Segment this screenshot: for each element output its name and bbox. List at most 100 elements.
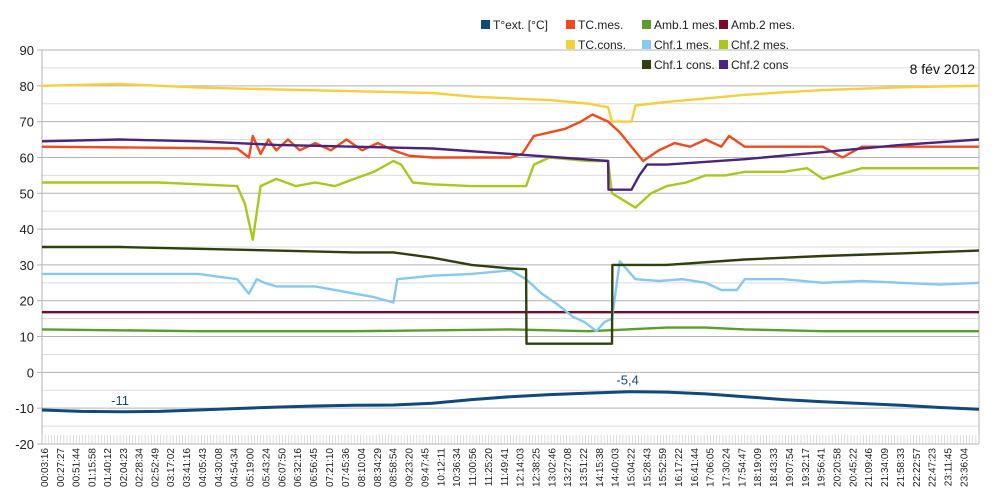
- x-tick-label: 13:27:08: [563, 448, 574, 487]
- series-line: [42, 260, 980, 333]
- y-tick-label: -20: [15, 437, 34, 452]
- x-tick-label: 00:27:27: [56, 448, 67, 487]
- annotation-label: -11: [111, 393, 129, 408]
- series-line: [41, 82, 980, 123]
- legend-swatch-chf1mes: [642, 40, 651, 49]
- y-tick-label: 10: [20, 330, 34, 345]
- x-tick-label: 09:47:45: [420, 448, 431, 487]
- x-tick-label: 20:20:58: [832, 448, 843, 487]
- legend-label-tccons: TC.cons.: [578, 38, 626, 52]
- y-tick-label: 60: [20, 150, 34, 165]
- x-tick-label: 05:19:00: [246, 448, 257, 487]
- x-tick-label: 11:00:56: [468, 448, 479, 487]
- x-tick-label: 15:52:59: [658, 448, 669, 487]
- x-tick-label: 16:41:44: [690, 448, 701, 487]
- x-tick-label: 02:28:34: [135, 448, 146, 487]
- x-tick-label: 01:40:12: [103, 448, 114, 487]
- y-axis: -20 -10 0 10 20 30 40 50 60 70 80 90: [15, 43, 42, 452]
- series-line: [42, 156, 979, 242]
- x-tick-label: 23:36:04: [959, 448, 970, 487]
- x-tick-label: 23:11:45: [944, 448, 955, 487]
- x-tick-label: 11:49:41: [500, 448, 511, 487]
- x-tick-label: 14:15:38: [595, 448, 606, 487]
- legend-label-chf2mes: Chf.2 mes.: [731, 38, 789, 52]
- legend-swatch-chf2cons: [719, 60, 728, 69]
- x-tick-label: 21:58:33: [896, 448, 907, 487]
- x-tick-label: 19:32:17: [801, 448, 812, 487]
- x-tick-label: 10:12:11: [436, 448, 447, 487]
- legend-swatch-amb1: [642, 20, 651, 29]
- y-tick-label: 70: [20, 115, 34, 130]
- x-tick-label: 19:56:41: [817, 448, 828, 487]
- legend-label-text: T°ext. [°C]: [493, 18, 548, 32]
- x-tick-label: 03:17:02: [166, 448, 177, 487]
- x-tick-label: 13:51:22: [579, 448, 590, 487]
- x-tick-label: 08:58:54: [389, 448, 400, 487]
- y-tick-label: 30: [20, 258, 34, 273]
- x-tick-label: 06:07:50: [277, 448, 288, 487]
- legend-label-chf1mes: Chf.1 mes.: [654, 38, 712, 52]
- y-tick-label: 50: [20, 186, 34, 201]
- y-tick-label: 40: [20, 222, 34, 237]
- legend-swatch-chf2mes: [719, 40, 728, 49]
- x-tick-label: 04:54:34: [230, 448, 241, 487]
- x-tick-label: 04:05:43: [198, 448, 209, 487]
- date-label: 8 fév 2012: [910, 61, 976, 77]
- series-line: [41, 390, 980, 414]
- x-tick-label: 10:36:34: [452, 448, 463, 487]
- x-tick-label: 22:22:57: [912, 448, 923, 487]
- x-tick-label: 02:04:23: [119, 448, 130, 487]
- y-tick-label: -10: [15, 401, 34, 416]
- x-tick-label: 02:52:49: [150, 448, 161, 487]
- legend: T°ext. [°C] TC.mes. Amb.1 mes. Amb.2 mes…: [481, 18, 795, 72]
- legend-label-chf1cons: Chf.1 cons.: [654, 58, 715, 72]
- x-axis: 00:03:16 00:27:27 00:51:44 01:15:58 01:40:12…: [40, 448, 970, 487]
- x-tick-label: 07:45:36: [341, 448, 352, 487]
- x-tick-label: 08:10:04: [357, 448, 368, 487]
- legend-swatch-chf1cons: [642, 60, 651, 69]
- x-tick-label: 20:45:22: [848, 448, 859, 487]
- x-tick-label: 22:47:23: [928, 448, 939, 487]
- legend-swatch-tcmes: [566, 20, 575, 29]
- x-tick-label: 15:04:22: [626, 448, 637, 487]
- x-tick-label: 12:14:03: [516, 448, 527, 487]
- grid-lines: [41, 49, 980, 445]
- x-tick-label: 21:34:09: [880, 448, 891, 487]
- x-tick-label: 18:43:33: [769, 448, 780, 487]
- y-tick-label: 90: [20, 43, 34, 58]
- x-tick-label: 11:25:20: [484, 448, 495, 487]
- legend-label-amb2: Amb.2 mes.: [731, 18, 795, 32]
- series-lines: [41, 82, 980, 414]
- x-tick-label: 06:56:45: [309, 448, 320, 487]
- y-tick-label: 80: [20, 79, 34, 94]
- x-tick-label: 12:38:25: [531, 448, 542, 487]
- x-tick-label: 07:21:10: [325, 448, 336, 487]
- x-tick-label: 14:40:03: [611, 448, 622, 487]
- x-tick-label: 21:09:46: [864, 448, 875, 487]
- series-line: [41, 326, 979, 333]
- legend-swatch-tccons: [566, 40, 575, 49]
- x-tick-label: 00:51:44: [72, 448, 83, 487]
- x-tick-label: 01:15:58: [87, 448, 98, 487]
- annotations: -11 -5,4: [111, 373, 639, 408]
- x-tick-label: 05:43:24: [261, 448, 272, 487]
- x-tick-label: 17:30:24: [721, 448, 732, 487]
- legend-label-tcmes: TC.mes.: [578, 18, 623, 32]
- x-tick-label: 08:34:29: [373, 448, 384, 487]
- x-tick-label: 17:06:05: [706, 448, 717, 487]
- y-tick-label: 20: [20, 294, 34, 309]
- y-tick-label: 0: [27, 365, 34, 380]
- x-tick-label: 18:19:09: [753, 448, 764, 487]
- series-line: [41, 138, 980, 191]
- annotation-label: -5,4: [616, 373, 638, 388]
- x-tick-label: 16:17:22: [674, 448, 685, 487]
- x-tick-label: 19:07:54: [785, 448, 796, 487]
- x-tick-label: 13:02:46: [547, 448, 558, 487]
- x-tick-label: 15:28:43: [642, 448, 653, 487]
- series-line: [42, 245, 980, 345]
- x-tick-label: 06:32:16: [293, 448, 304, 487]
- x-tick-label: 00:03:16: [40, 448, 51, 487]
- legend-label-chf2cons: Chf.2 cons: [731, 58, 788, 72]
- legend-swatch-amb2: [719, 20, 728, 29]
